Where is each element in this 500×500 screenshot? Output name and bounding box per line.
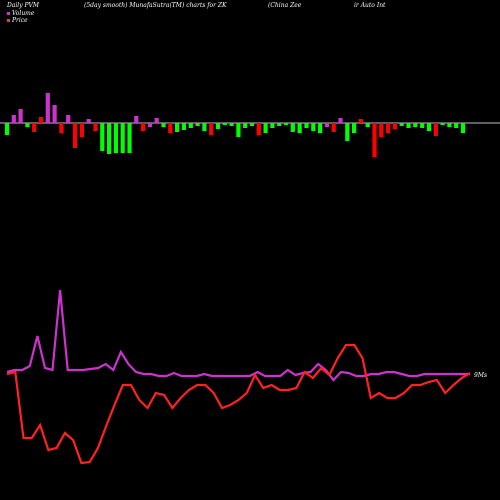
volume-bar: [32, 123, 37, 132]
volume-bar: [209, 123, 214, 135]
volume-bar: [86, 119, 91, 123]
volume-bar: [399, 123, 404, 126]
volume-bar: [154, 118, 159, 123]
volume-bar: [318, 123, 323, 133]
volume-bar: [141, 123, 146, 131]
volume-bar: [72, 123, 78, 148]
legend-volume-label: Volume: [12, 10, 35, 17]
volume-bar: [113, 123, 118, 153]
volume-bar: [256, 123, 261, 135]
volume-bar: [392, 123, 397, 129]
volume-bar: [304, 123, 309, 128]
volume-bar: [433, 123, 438, 136]
volume-bar: [52, 105, 57, 123]
volume-bar: [38, 117, 44, 123]
volume-bar: [195, 123, 200, 126]
chart-header-left: Daily PVM: [7, 2, 40, 9]
legend-price-label: Price: [12, 17, 28, 24]
volume-bar: [120, 123, 125, 153]
legend-volume: Volume: [7, 10, 34, 17]
volume-bar: [345, 123, 350, 141]
volume-bar: [283, 123, 289, 125]
legend-price: Price: [7, 17, 28, 24]
volume-bar: [4, 123, 10, 135]
volume-bar: [263, 123, 268, 133]
volume-bars: [4, 93, 466, 157]
volume-bar: [386, 123, 391, 133]
volume-bar: [175, 123, 180, 132]
volume-bar: [66, 115, 71, 123]
volume-bar: [59, 123, 64, 133]
volume-bar: [277, 123, 282, 126]
volume-bar: [181, 123, 186, 130]
volume-line: [6, 289, 470, 382]
volume-bar: [127, 123, 132, 153]
volume-bar: [331, 123, 336, 132]
volume-bar: [420, 123, 425, 128]
volume-bar: [188, 123, 193, 128]
volume-bar: [161, 123, 166, 127]
volume-bar: [249, 123, 255, 126]
volume-bar: [379, 123, 384, 137]
volume-bar: [202, 123, 207, 131]
volume-bar: [93, 123, 98, 131]
volume-bar: [243, 123, 248, 128]
volume-bar: [134, 116, 139, 123]
chart-title: (5day smooth) MunafaSutra(TM) charts for…: [84, 2, 227, 9]
chart-header-right-b: ir Auto Int: [354, 2, 386, 9]
volume-bar: [406, 123, 411, 128]
volume-bar: [11, 115, 16, 123]
volume-bar: [426, 123, 432, 131]
chart-header-right-a: (China Zee: [268, 2, 302, 9]
price-line: [6, 343, 471, 465]
volume-bar: [454, 123, 459, 128]
volume-bar: [100, 123, 105, 151]
volume-bar: [338, 118, 343, 123]
volume-bar: [358, 119, 363, 123]
legend-price-swatch: [7, 19, 10, 22]
volume-bar: [147, 123, 152, 127]
volume-bar: [372, 123, 377, 157]
volume-bar: [229, 123, 234, 126]
volume-bar: [460, 123, 466, 133]
volume-bar: [168, 123, 173, 133]
volume-bar: [236, 123, 241, 137]
volume-bar: [311, 123, 316, 131]
end-label: 9Ms: [474, 372, 487, 379]
volume-bar: [440, 123, 445, 125]
volume-bar: [79, 123, 84, 137]
volume-bar: [45, 93, 50, 123]
volume-bar: [18, 109, 23, 123]
volume-bar: [352, 123, 357, 133]
volume-bar: [270, 123, 275, 128]
volume-bar: [222, 123, 227, 125]
volume-bar: [107, 123, 112, 154]
legend-volume-swatch: [7, 12, 10, 15]
volume-bar: [215, 123, 221, 129]
volume-bar: [290, 123, 295, 132]
volume-bar: [447, 123, 452, 127]
volume-bar: [365, 123, 370, 127]
volume-bar: [413, 123, 418, 127]
volume-bar: [324, 123, 329, 127]
volume-bar: [25, 123, 30, 127]
volume-bar: [297, 123, 302, 133]
